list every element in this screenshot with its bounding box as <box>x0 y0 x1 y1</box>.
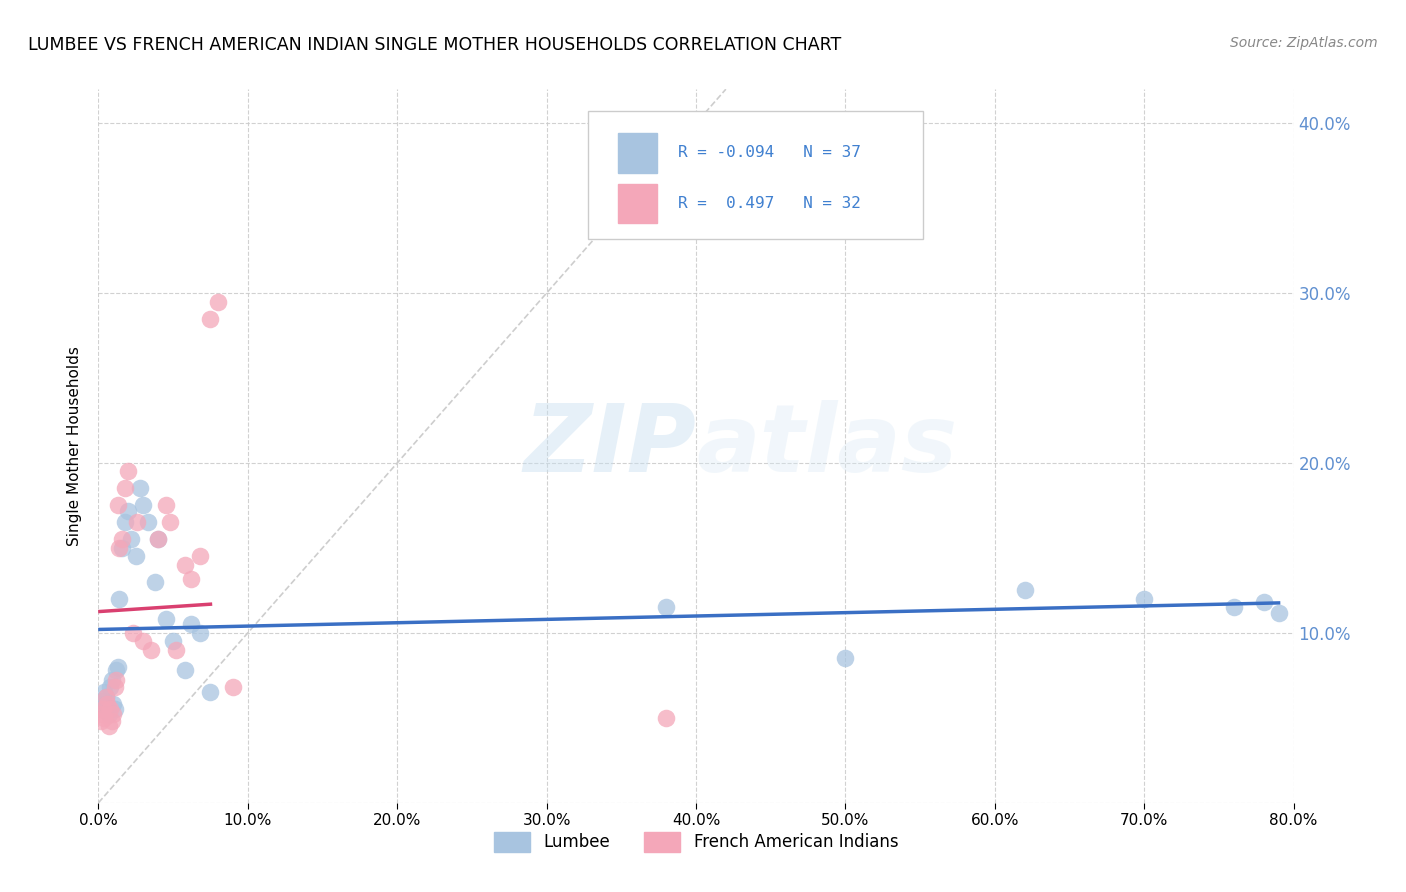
Point <box>105 673 128 688</box>
Point <box>200 685 222 699</box>
Point <box>139 643 162 657</box>
Point <box>89 707 111 722</box>
Legend: Lumbee, French American Indians: Lumbee, French American Indians <box>486 825 905 859</box>
Point <box>127 516 149 530</box>
Text: ZIP: ZIP <box>523 400 696 492</box>
Point <box>159 516 181 530</box>
Point <box>108 541 131 555</box>
Point <box>1267 606 1289 620</box>
Point <box>96 698 118 712</box>
Text: R = -0.094   N = 37: R = -0.094 N = 37 <box>678 145 860 161</box>
Point <box>155 499 177 513</box>
Point <box>117 503 139 517</box>
Point <box>148 533 170 547</box>
Point <box>107 660 129 674</box>
Point <box>97 719 120 733</box>
Point <box>103 698 125 712</box>
Point <box>97 707 120 722</box>
Point <box>105 663 128 677</box>
Point <box>180 572 202 586</box>
Point <box>111 541 134 555</box>
Point <box>103 707 125 722</box>
Point <box>90 702 112 716</box>
Point <box>1223 600 1246 615</box>
Point <box>121 626 143 640</box>
Point <box>655 600 678 615</box>
FancyBboxPatch shape <box>619 184 657 223</box>
Point <box>114 482 136 496</box>
Point <box>132 499 155 513</box>
Text: LUMBEE VS FRENCH AMERICAN INDIAN SINGLE MOTHER HOUSEHOLDS CORRELATION CHART: LUMBEE VS FRENCH AMERICAN INDIAN SINGLE … <box>28 36 841 54</box>
Point <box>89 698 111 712</box>
Point <box>132 634 155 648</box>
Point <box>94 690 117 705</box>
Point <box>101 673 124 688</box>
Text: Source: ZipAtlas.com: Source: ZipAtlas.com <box>1230 36 1378 50</box>
Text: R =  0.497   N = 32: R = 0.497 N = 32 <box>678 195 860 211</box>
Point <box>148 533 170 547</box>
Point <box>200 311 222 326</box>
Point <box>98 680 122 694</box>
Point <box>165 643 187 657</box>
Point <box>222 680 245 694</box>
Point <box>1253 595 1275 609</box>
Point <box>188 549 211 564</box>
Point <box>1133 591 1156 606</box>
Point <box>91 694 114 708</box>
Point <box>174 663 197 677</box>
Point <box>120 533 142 547</box>
FancyBboxPatch shape <box>619 133 657 172</box>
Point <box>101 714 124 729</box>
Point <box>129 482 152 496</box>
Point <box>114 516 136 530</box>
Point <box>90 714 112 729</box>
Point <box>174 558 197 572</box>
Y-axis label: Single Mother Households: Single Mother Households <box>67 346 83 546</box>
Point <box>162 634 184 648</box>
Point <box>107 499 129 513</box>
Point <box>104 702 127 716</box>
Point <box>136 516 159 530</box>
Point <box>655 711 678 725</box>
Point <box>188 626 211 640</box>
Point <box>143 574 166 589</box>
Point <box>180 617 202 632</box>
Point <box>98 702 122 716</box>
Point <box>93 685 115 699</box>
Point <box>834 651 856 665</box>
Point <box>117 465 139 479</box>
Point <box>94 690 117 705</box>
Point <box>96 698 118 712</box>
Point <box>108 591 131 606</box>
Point <box>207 294 229 309</box>
Point <box>1014 583 1036 598</box>
Point <box>93 711 115 725</box>
Point <box>91 702 114 716</box>
Point <box>155 612 177 626</box>
FancyBboxPatch shape <box>589 111 922 239</box>
Point <box>125 549 148 564</box>
Point <box>111 533 134 547</box>
Point <box>104 680 127 694</box>
Text: atlas: atlas <box>696 400 957 492</box>
